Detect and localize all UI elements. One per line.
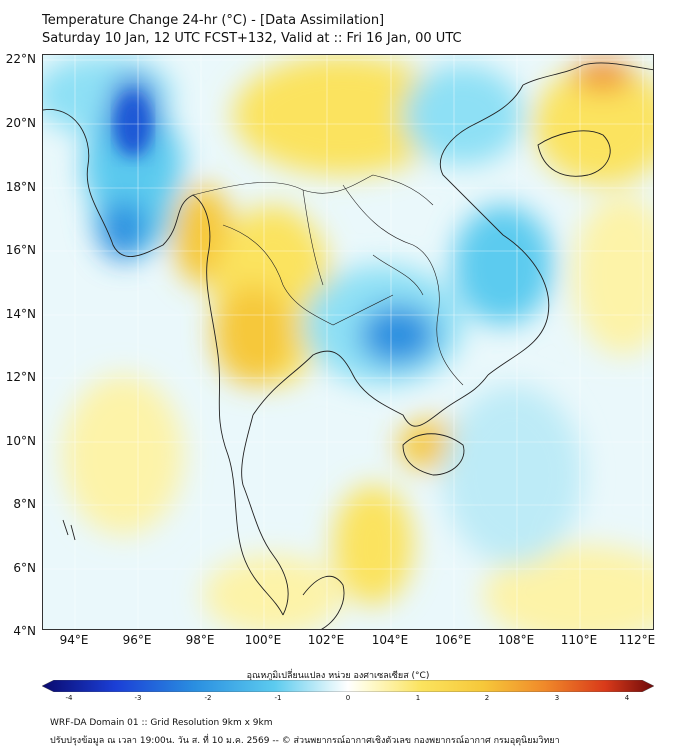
- lat-label: 12°N: [5, 370, 36, 384]
- graticule: [43, 55, 653, 629]
- lon-label: 106°E: [434, 633, 472, 647]
- lat-label: 10°N: [5, 434, 36, 448]
- lon-label: 96°E: [122, 633, 152, 647]
- lat-label: 18°N: [5, 180, 36, 194]
- lon-label: 98°E: [185, 633, 215, 647]
- lon-label: 104°E: [371, 633, 409, 647]
- lat-label: 22°N: [5, 52, 36, 66]
- colorbar: [42, 680, 654, 692]
- footer-line-2: ปรับปรุงข้อมูล ณ เวลา 19:00น. วัน ส. ที่…: [50, 736, 560, 746]
- colorbar-tick: 4: [624, 694, 630, 702]
- temperature-field: [43, 55, 653, 629]
- temperature-map[interactable]: [42, 54, 654, 630]
- colorbar-tick: -1: [274, 694, 282, 702]
- lon-label: 94°E: [59, 633, 89, 647]
- colorbar-title: อุณหภูมิเปลี่ยนแปลง หน่วย องศาเซลเซียส (…: [246, 671, 430, 681]
- lon-label: 110°E: [560, 633, 598, 647]
- colorbar-tick: -3: [134, 694, 142, 702]
- lat-label: 8°N: [13, 497, 36, 511]
- map-subtitle: Saturday 10 Jan, 12 UTC FCST+132, Valid …: [42, 31, 462, 46]
- lon-label: 100°E: [244, 633, 282, 647]
- title-block: Temperature Change 24-hr (°C) - [Data As…: [42, 12, 462, 48]
- borders: [192, 174, 464, 386]
- colorbar-tick: 1: [415, 694, 421, 702]
- colorbar-tick: 3: [554, 694, 560, 702]
- lon-label: 102°E: [307, 633, 345, 647]
- lat-label: 14°N: [5, 307, 36, 321]
- colorbar-tick: -2: [204, 694, 212, 702]
- footer-line-1: WRF-DA Domain 01 :: Grid Resolution 9km …: [50, 718, 273, 728]
- lat-label: 16°N: [5, 243, 36, 257]
- lat-label: 4°N: [13, 624, 36, 638]
- lon-label: 112°E: [618, 633, 656, 647]
- colorbar-tick: -4: [65, 694, 73, 702]
- lon-label: 108°E: [497, 633, 535, 647]
- coastlines: [43, 62, 653, 629]
- map-canvas: [43, 55, 653, 629]
- map-title: Temperature Change 24-hr (°C) - [Data As…: [42, 13, 385, 28]
- lat-label: 20°N: [5, 116, 36, 130]
- colorbar-tick: 2: [484, 694, 490, 702]
- colorbar-tick: 0: [345, 694, 351, 702]
- lat-label: 6°N: [13, 561, 36, 575]
